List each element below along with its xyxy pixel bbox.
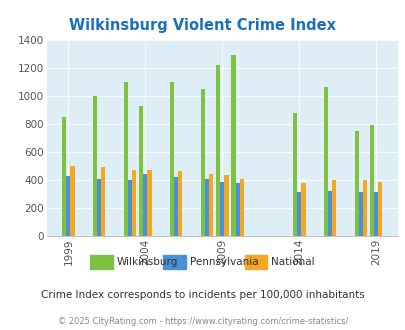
Bar [377, 182, 382, 236]
Bar [231, 55, 235, 236]
Bar [215, 65, 220, 236]
Bar [235, 183, 239, 236]
Bar [204, 179, 209, 236]
Text: Pennsylvania: Pennsylvania [189, 257, 258, 267]
Bar [124, 82, 128, 236]
Bar [296, 192, 301, 236]
Bar [220, 182, 224, 236]
Bar [93, 96, 97, 236]
Bar [62, 117, 66, 236]
Bar [128, 180, 132, 236]
Bar [200, 89, 204, 236]
Bar [358, 192, 362, 236]
Bar [132, 170, 136, 236]
Bar [209, 174, 213, 236]
Text: National: National [271, 257, 314, 267]
Bar [169, 82, 174, 236]
Bar [331, 180, 335, 236]
Text: © 2025 CityRating.com - https://www.cityrating.com/crime-statistics/: © 2025 CityRating.com - https://www.city… [58, 317, 347, 326]
Bar [97, 179, 101, 236]
Bar [369, 125, 373, 236]
Bar [224, 175, 228, 236]
Bar [147, 170, 151, 236]
Text: Wilkinsburg: Wilkinsburg [117, 257, 178, 267]
Bar [362, 180, 366, 236]
Bar [174, 177, 178, 236]
Bar [139, 106, 143, 236]
Bar [354, 131, 358, 236]
Text: Wilkinsburg Violent Crime Index: Wilkinsburg Violent Crime Index [69, 18, 336, 33]
Bar [239, 179, 243, 236]
Bar [178, 171, 182, 236]
Bar [292, 113, 296, 236]
Bar [70, 166, 75, 236]
Bar [101, 167, 105, 236]
Bar [143, 174, 147, 236]
Bar [301, 183, 305, 236]
Bar [327, 191, 331, 236]
Bar [323, 87, 327, 236]
Bar [373, 192, 377, 236]
Text: Crime Index corresponds to incidents per 100,000 inhabitants: Crime Index corresponds to incidents per… [41, 290, 364, 300]
Bar [66, 176, 70, 236]
